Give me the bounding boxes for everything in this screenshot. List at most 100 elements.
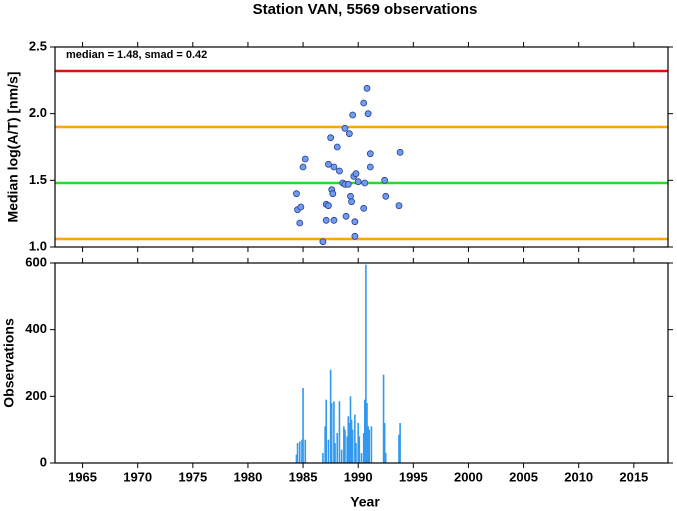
x-tick-label: 2005 <box>509 469 538 484</box>
bar <box>357 423 359 463</box>
point <box>299 163 307 171</box>
point <box>364 110 372 118</box>
bar <box>365 264 367 463</box>
x-tick-label: 2010 <box>564 469 593 484</box>
point <box>351 218 359 226</box>
x-tick-label: 2015 <box>619 469 648 484</box>
bar <box>334 443 336 463</box>
y-axis-label: Observations <box>1 318 17 408</box>
x-tick-label: 2000 <box>454 469 483 484</box>
point <box>322 216 330 224</box>
point <box>341 124 349 132</box>
bar <box>325 399 328 463</box>
point <box>325 160 332 168</box>
point <box>327 134 335 142</box>
point <box>348 198 355 206</box>
bar <box>370 426 373 463</box>
chart-title: Station VAN, 5569 observations <box>253 1 478 18</box>
point <box>336 167 343 175</box>
x-tick-label: 1980 <box>233 469 262 484</box>
point <box>342 212 350 220</box>
bar <box>362 433 365 463</box>
point <box>366 163 374 171</box>
point <box>396 148 404 156</box>
y-tick-label: 200 <box>25 388 47 403</box>
plot-frame <box>54 262 669 464</box>
x-tick-label: 1965 <box>68 469 97 484</box>
point <box>325 202 332 210</box>
point <box>330 163 338 171</box>
point <box>382 192 390 200</box>
bar <box>301 439 303 463</box>
bar <box>382 374 385 463</box>
bar <box>329 369 332 463</box>
point <box>349 111 357 119</box>
bar <box>348 423 351 463</box>
bar <box>366 403 368 463</box>
point <box>345 130 353 138</box>
point <box>297 203 305 211</box>
bar <box>350 419 353 463</box>
bar <box>295 454 298 463</box>
bar <box>296 443 299 463</box>
point <box>301 155 309 163</box>
x-tick-label: 1970 <box>123 469 152 484</box>
bar <box>367 426 369 463</box>
y-tick-label: 400 <box>25 321 47 336</box>
bar <box>333 401 335 463</box>
x-tick-label: 1995 <box>399 469 428 484</box>
bar <box>368 429 371 463</box>
bar <box>324 426 326 463</box>
bar <box>338 401 341 463</box>
bar <box>360 453 363 463</box>
bar <box>304 439 307 463</box>
y-axis-label: Median log(A/T) [nm/s] <box>5 72 21 223</box>
bar <box>364 399 366 463</box>
point <box>361 179 369 187</box>
point <box>360 99 368 107</box>
y-tick-label: 600 <box>25 254 47 269</box>
bar <box>399 423 401 463</box>
annotation: median = 1.48, smad = 0.42 <box>66 49 207 61</box>
point <box>366 150 374 158</box>
bar <box>384 453 387 463</box>
point <box>329 190 337 198</box>
point <box>352 170 360 178</box>
bar <box>330 403 333 463</box>
bar <box>298 441 301 463</box>
point <box>293 190 300 198</box>
bar <box>347 416 350 463</box>
point <box>330 216 338 224</box>
x-axis-label: Year <box>350 494 380 510</box>
point <box>395 202 403 210</box>
bar <box>343 426 345 463</box>
x-tick-label: 1975 <box>178 469 207 484</box>
bar <box>354 414 356 463</box>
bar <box>336 433 339 463</box>
point <box>354 178 362 186</box>
y-tick-label: 0 <box>40 454 47 469</box>
bar <box>398 434 400 463</box>
bar <box>340 449 343 463</box>
bar <box>322 453 324 463</box>
bar <box>349 396 352 463</box>
bar <box>346 436 348 463</box>
point <box>360 204 368 212</box>
bar <box>351 429 354 463</box>
point <box>363 84 371 92</box>
bar <box>344 429 346 463</box>
y-tick-label: 1.0 <box>29 238 47 253</box>
point <box>381 176 389 184</box>
point <box>296 219 304 227</box>
x-tick-label: 1985 <box>289 469 318 484</box>
bar <box>327 439 330 463</box>
bar <box>355 443 357 463</box>
point <box>344 180 352 188</box>
point <box>319 238 327 246</box>
point <box>333 143 341 151</box>
bar <box>383 423 386 463</box>
y-tick-label: 2.5 <box>29 38 47 53</box>
bar <box>302 388 304 463</box>
y-tick-label: 2.0 <box>29 105 47 120</box>
